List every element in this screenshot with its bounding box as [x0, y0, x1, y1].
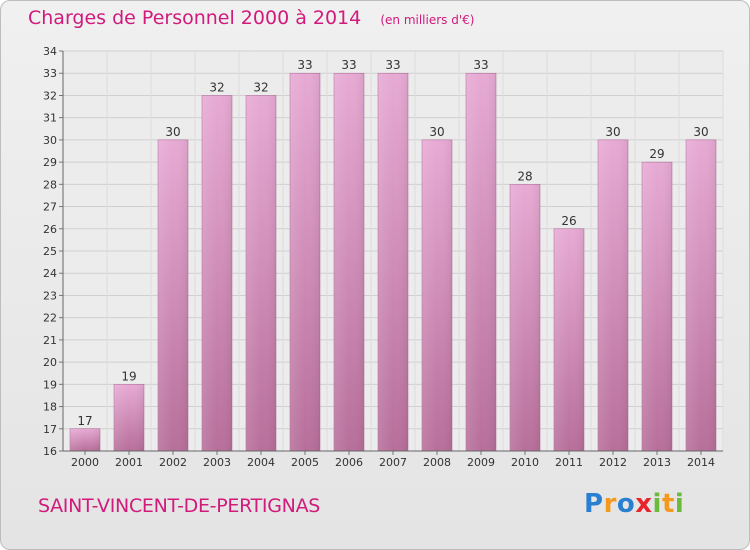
x-tick-label: 2011: [555, 456, 583, 469]
x-tick-label: 2012: [599, 456, 627, 469]
bar-layer: 17 19 30 32 32 33 33 33 30 33 28 26 30 29 30: [69, 58, 717, 452]
data-label: 30: [165, 125, 180, 139]
data-label: 32: [253, 80, 268, 94]
bar-sheen: [642, 162, 672, 451]
data-label: 33: [473, 58, 488, 72]
data-label: 33: [341, 58, 356, 72]
logo-letter: i: [674, 489, 685, 519]
bar-sheen: [202, 95, 232, 451]
axis-layer: 16 17 18 19 20 21 22 23 24 25 26 27 28 29 30 31 32 33 34 20…: [43, 45, 723, 469]
data-label: 32: [209, 80, 224, 94]
y-tick-label: 34: [43, 45, 57, 58]
logo-letter: x: [635, 489, 653, 519]
logo-letter: r: [603, 489, 617, 519]
y-tick-label: 27: [43, 201, 57, 214]
chart-title: Charges de Personnel 2000 à 2014: [28, 7, 362, 29]
logo-letter: o: [616, 489, 636, 519]
x-tick-label: 2005: [291, 456, 319, 469]
y-tick-label: 24: [43, 267, 57, 280]
y-tick-label: 31: [43, 112, 57, 125]
x-tick-label: 2007: [379, 456, 407, 469]
y-tick-label: 28: [43, 178, 57, 191]
data-label: 29: [649, 147, 664, 161]
y-tick-label: 20: [43, 356, 57, 369]
x-tick-label: 2010: [511, 456, 539, 469]
bar-sheen: [510, 184, 540, 452]
x-tick-label: 2000: [71, 456, 99, 469]
y-tick-label: 33: [43, 67, 57, 80]
y-tick-label: 26: [43, 223, 57, 236]
bar-sheen: [70, 428, 100, 451]
x-tick-label: 2008: [423, 456, 451, 469]
data-label: 33: [297, 58, 312, 72]
data-label: 30: [693, 125, 708, 139]
bar-sheen: [598, 139, 628, 451]
y-tick-label: 23: [43, 289, 57, 302]
bar-sheen: [466, 73, 496, 451]
x-tick-label: 2013: [643, 456, 671, 469]
bar-sheen: [554, 228, 584, 451]
y-tick-label: 19: [43, 378, 57, 391]
bar-sheen: [114, 384, 144, 451]
x-tick-label: 2002: [159, 456, 187, 469]
y-tick-label: 25: [43, 245, 57, 258]
x-tick-label: 2006: [335, 456, 363, 469]
commune-name: SAINT-VINCENT-DE-PERTIGNAS: [38, 495, 321, 517]
data-label: 17: [77, 414, 92, 428]
data-label: 28: [517, 169, 532, 183]
bar-sheen: [378, 73, 408, 451]
data-label: 30: [429, 125, 444, 139]
logo-letter: t: [661, 489, 675, 519]
title-row: Charges de Personnel 2000 à 2014 (en mil…: [28, 7, 474, 29]
proxiti-logo: Proxiti: [584, 489, 684, 519]
x-tick-label: 2001: [115, 456, 143, 469]
x-tick-label: 2014: [687, 456, 715, 469]
bar-sheen: [334, 73, 364, 451]
data-label: 33: [385, 58, 400, 72]
logo-letter: i: [652, 489, 662, 519]
y-tick-label: 30: [43, 134, 57, 147]
bar-sheen: [422, 139, 452, 451]
y-tick-label: 16: [43, 445, 57, 458]
data-label: 26: [561, 214, 576, 228]
bar-sheen: [246, 95, 276, 451]
y-tick-label: 17: [43, 423, 57, 436]
x-tick-label: 2003: [203, 456, 231, 469]
y-tick-label: 32: [43, 89, 57, 102]
y-tick-label: 21: [43, 334, 57, 347]
y-tick-label: 29: [43, 156, 57, 169]
logo-letter: P: [584, 489, 604, 519]
y-tick-label: 22: [43, 312, 57, 325]
x-tick-label: 2009: [467, 456, 495, 469]
data-label: 19: [121, 369, 136, 383]
bar-sheen: [686, 139, 716, 451]
bar-sheen: [290, 73, 320, 451]
y-tick-label: 18: [43, 401, 57, 414]
bar-sheen: [158, 139, 188, 451]
x-tick-label: 2004: [247, 456, 275, 469]
data-label: 30: [605, 125, 620, 139]
chart-subtitle: (en milliers d'€): [380, 13, 475, 27]
